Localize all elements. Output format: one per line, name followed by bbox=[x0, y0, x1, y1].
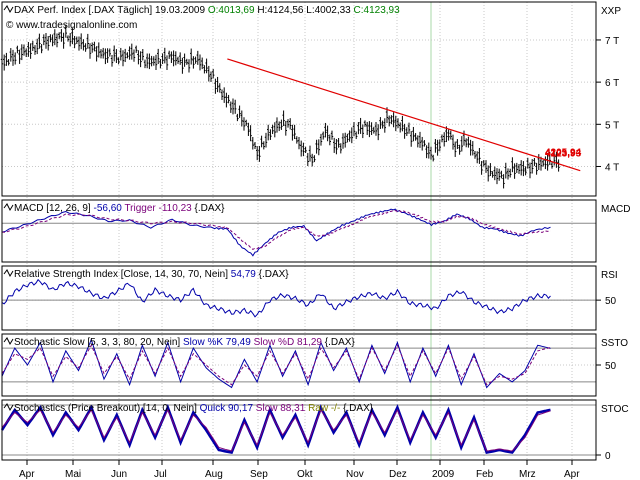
month-label: Jun bbox=[111, 469, 127, 480]
macd-header-part: -56,60 bbox=[93, 203, 124, 214]
stoch_breakout-header: Stochastics (Price Breakout) [14, 0, Nei… bbox=[14, 403, 374, 414]
stoch_breakout-scale-name: STOC bbox=[601, 404, 629, 415]
series-layer bbox=[0, 24, 581, 454]
grid-layer bbox=[2, 2, 596, 460]
rsi-header-part: {.DAX} bbox=[259, 269, 290, 280]
month-label: Apr bbox=[19, 469, 35, 480]
current-price-label: 4205,94 bbox=[545, 147, 582, 158]
month-label: Nov bbox=[346, 469, 364, 480]
resistance-trendline bbox=[227, 58, 581, 172]
month-label: Apr bbox=[564, 469, 580, 480]
macd-series-trigger bbox=[1, 210, 551, 250]
stoch_slow-series-slow-k bbox=[1, 338, 551, 389]
stoch_breakout-series-slow bbox=[1, 408, 551, 452]
rsi-header: Relative Strength Index [Close, 14, 30, … bbox=[14, 269, 289, 280]
macd-series-macd bbox=[1, 208, 551, 257]
indicator-glyph-icon bbox=[3, 337, 14, 346]
indicator-glyph-icon bbox=[3, 5, 14, 14]
current-price-label: 4123,93 bbox=[545, 148, 582, 159]
price-scale-name: XXP bbox=[601, 6, 621, 17]
macd-header: MACD [12, 26, 9] -56,60 Trigger -110,23 … bbox=[14, 203, 225, 214]
macd-header-part: Trigger -110,23 bbox=[124, 203, 194, 214]
indicator-glyph-icon bbox=[3, 203, 14, 212]
price-ytick-label: 6 T bbox=[605, 78, 619, 89]
price-header-part: DAX Perf. Index [.DAX Täglich] 19.03.200… bbox=[14, 5, 208, 16]
month-label: Mai bbox=[65, 469, 81, 480]
stoch_breakout-panel-frame bbox=[1, 399, 597, 461]
month-label: Sep bbox=[250, 469, 268, 480]
month-axis: Apr Mai Jun Jul Aug Sep Okt Nov Dez 2009 Feb Mrz Apr bbox=[19, 460, 580, 480]
month-label: Jul bbox=[154, 469, 167, 480]
text-layer: Apr Mai Jun Jul Aug Sep Okt Nov Dez 2009 Feb Mrz Apr… bbox=[3, 5, 630, 480]
price-panel-frame bbox=[1, 1, 597, 197]
rsi-ytick-label: 50 bbox=[605, 296, 617, 307]
rsi-panel-frame bbox=[1, 265, 597, 331]
indicator-glyph-icon bbox=[3, 403, 14, 412]
price-ytick-label: 5 T bbox=[605, 120, 619, 131]
month-label: 2009 bbox=[432, 469, 455, 480]
stoch_slow-ytick-label: 50 bbox=[605, 361, 617, 372]
macd-scale-name: MACD bbox=[601, 204, 630, 215]
stoch_breakout-header-part: Stochastics (Price Breakout) [14, 0, Nei… bbox=[14, 403, 200, 414]
month-label: Dez bbox=[389, 469, 407, 480]
month-label: Mrz bbox=[519, 469, 536, 480]
panel-frames bbox=[1, 1, 597, 461]
price-header-part: O:4013,69 bbox=[208, 5, 255, 16]
stoch_breakout-header-part: {.DAX} bbox=[343, 403, 374, 414]
price-ohlc-bars bbox=[0, 24, 560, 189]
rsi-header-part: Relative Strength Index [Close, 14, 30, … bbox=[14, 269, 231, 280]
macd-panel-frame bbox=[1, 199, 597, 263]
stoch_slow-scale-name: SSTO bbox=[601, 338, 628, 349]
stoch_breakout-header-part: Raw -/- bbox=[308, 403, 343, 414]
rsi-scale-name: RSI bbox=[601, 270, 618, 281]
month-label: Feb bbox=[476, 469, 494, 480]
stoch_slow-series-slow-d bbox=[1, 344, 551, 386]
price-ytick-label: 4 T bbox=[605, 162, 619, 173]
stoch_slow-header-part: Slow %D 81,29 bbox=[254, 337, 325, 348]
rsi-series-rsi bbox=[1, 278, 551, 318]
stoch_breakout-header-part: Slow 88,31 bbox=[256, 403, 308, 414]
indicator-glyph-icon bbox=[3, 269, 14, 278]
watermark: © www.tradesignalonline.com bbox=[6, 20, 137, 31]
macd-header-part: {.DAX} bbox=[194, 203, 225, 214]
price-ytick-label: 7 T bbox=[605, 36, 619, 47]
stoch_slow-header-part: Stochastic Slow [5, 3, 3, 80, 20, Nein] bbox=[14, 337, 183, 348]
price-header-part: C:4123,93 bbox=[354, 5, 401, 16]
rsi-header-part: 54,79 bbox=[231, 269, 259, 280]
stoch_slow-header: Stochastic Slow [5, 3, 3, 80, 20, Nein] … bbox=[14, 337, 355, 348]
stoch_slow-header-part: Slow %K 79,49 bbox=[183, 337, 254, 348]
macd-header-part: MACD [12, 26, 9] bbox=[14, 203, 93, 214]
month-label: Okt bbox=[297, 469, 313, 480]
price-header: DAX Perf. Index [.DAX Täglich] 19.03.200… bbox=[14, 5, 400, 16]
month-label: Aug bbox=[205, 469, 223, 480]
stoch_slow-header-part: {.DAX} bbox=[325, 337, 356, 348]
stoch_breakout-header-part: Quick 90,17 bbox=[200, 403, 256, 414]
stoch_breakout-ytick-label: 0 bbox=[605, 451, 611, 462]
price-header-part: H:4124,56 L:4002,33 bbox=[255, 5, 354, 16]
